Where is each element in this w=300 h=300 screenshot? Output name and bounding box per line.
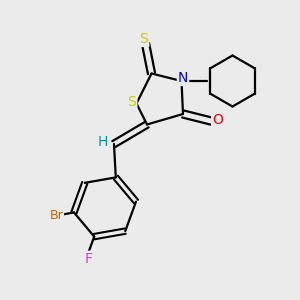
Text: H: H	[98, 135, 108, 148]
Text: Br: Br	[50, 209, 63, 222]
Text: F: F	[85, 252, 93, 266]
Text: S: S	[128, 95, 136, 109]
Text: S: S	[140, 32, 148, 46]
Text: N: N	[178, 71, 188, 85]
Text: O: O	[212, 113, 223, 127]
